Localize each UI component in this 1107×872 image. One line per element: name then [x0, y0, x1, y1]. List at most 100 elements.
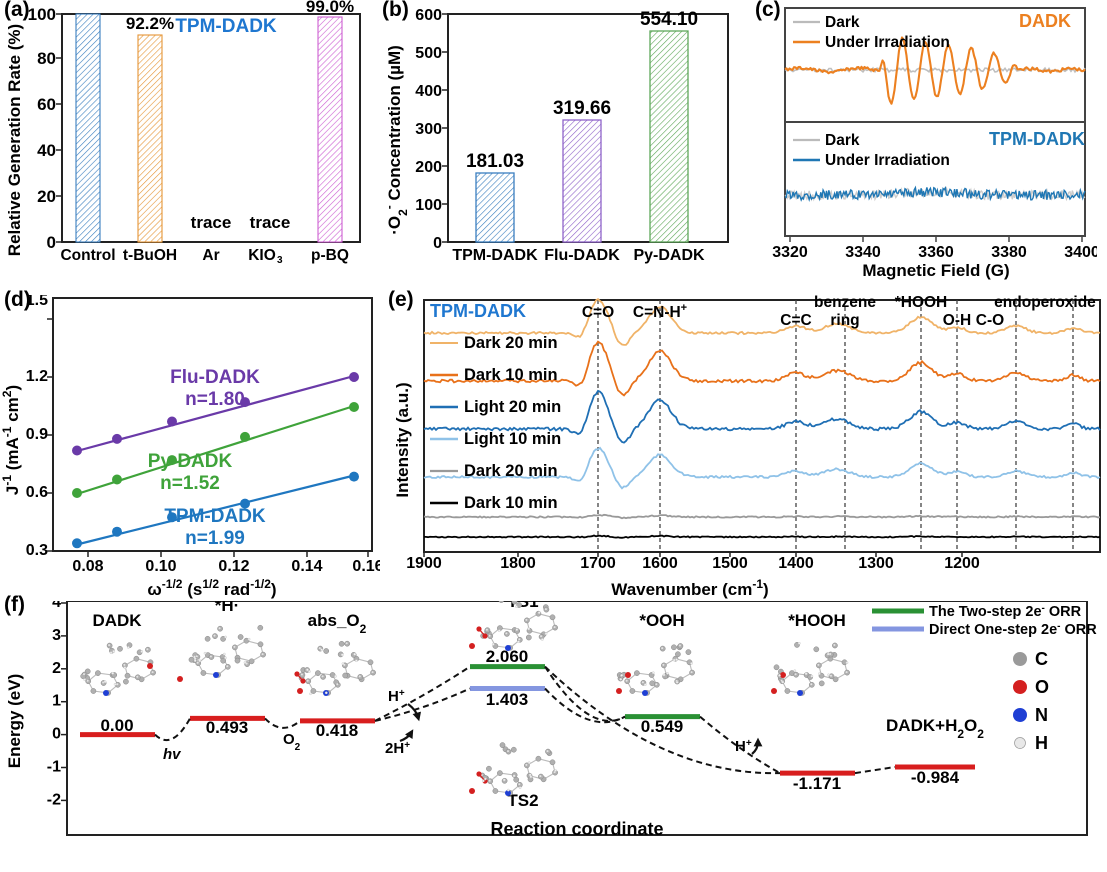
- svg-text:1200: 1200: [944, 555, 980, 572]
- svg-text:1.5: 1.5: [26, 295, 48, 309]
- svg-text:181.03: 181.03: [466, 151, 524, 172]
- svg-text:3400: 3400: [1064, 244, 1097, 261]
- svg-text:1.2: 1.2: [26, 368, 48, 385]
- svg-text:3340: 3340: [845, 244, 881, 261]
- svg-text:0: 0: [433, 235, 442, 252]
- svg-text:319.66: 319.66: [553, 98, 611, 119]
- svg-text:92.2%: 92.2%: [126, 14, 174, 33]
- svg-text:500: 500: [415, 45, 442, 62]
- svg-text:C=N-H+: C=N-H+: [633, 302, 687, 321]
- svg-text:1700: 1700: [580, 555, 616, 572]
- svg-text:Ar: Ar: [202, 247, 219, 264]
- svg-text:1600: 1600: [642, 555, 678, 572]
- svg-text:554.10: 554.10: [640, 9, 698, 30]
- svg-text:3: 3: [52, 627, 61, 644]
- svg-text:Control: Control: [60, 247, 115, 264]
- svg-text:trace: trace: [191, 213, 232, 232]
- svg-text:benzene: benzene: [814, 295, 876, 311]
- svg-text:O-H: O-H: [943, 312, 971, 329]
- svg-text:Under Irradiation: Under Irradiation: [825, 34, 950, 51]
- svg-text:Dark 10 min: Dark 10 min: [464, 366, 558, 384]
- svg-text:trace: trace: [250, 213, 291, 232]
- svg-text:Magnetic Field (G): Magnetic Field (G): [862, 261, 1009, 280]
- svg-text:-1.171: -1.171: [793, 774, 841, 793]
- svg-text:0: 0: [52, 726, 61, 743]
- svg-text:n=1.52: n=1.52: [160, 473, 220, 494]
- svg-text:*H·: *H·: [215, 601, 240, 615]
- svg-text:0: 0: [47, 233, 56, 252]
- svg-text:4: 4: [52, 601, 61, 611]
- svg-text:Py-DADK: Py-DADK: [148, 451, 233, 472]
- svg-text:-0.984: -0.984: [911, 768, 960, 787]
- svg-text:Direct One-step 2e- ORR: Direct One-step 2e- ORR: [929, 621, 1097, 639]
- svg-text:p-BQ: p-BQ: [311, 247, 349, 264]
- svg-text:Flu-DADK: Flu-DADK: [544, 247, 620, 264]
- svg-text:Relative Generation Rate (%): Relative Generation Rate (%): [5, 24, 24, 256]
- svg-text:3: 3: [277, 255, 283, 266]
- svg-text:abs_O2: abs_O2: [308, 611, 367, 636]
- svg-text:600: 600: [415, 7, 442, 24]
- svg-text:Under Irradiation: Under Irradiation: [825, 152, 950, 169]
- svg-text:t-BuOH: t-BuOH: [123, 247, 177, 264]
- svg-text:200: 200: [415, 159, 442, 176]
- svg-text:Flu-DADK: Flu-DADK: [170, 367, 260, 388]
- svg-text:0.14: 0.14: [291, 558, 322, 575]
- svg-text:-2: -2: [47, 791, 61, 808]
- svg-text:The Two-step 2e- ORR: The Two-step 2e- ORR: [929, 603, 1082, 621]
- svg-text:2H+: 2H+: [385, 740, 410, 758]
- svg-text:100: 100: [415, 197, 442, 214]
- svg-text:0.418: 0.418: [316, 721, 359, 740]
- svg-text:100: 100: [28, 5, 56, 24]
- svg-text:n=1.99: n=1.99: [185, 528, 245, 549]
- svg-text:0.12: 0.12: [218, 558, 249, 575]
- svg-text:C-O: C-O: [976, 312, 1004, 329]
- svg-text:0.493: 0.493: [206, 718, 249, 737]
- svg-text:0.6: 0.6: [26, 484, 48, 501]
- svg-text:Dark 20 min: Dark 20 min: [464, 462, 558, 480]
- svg-text:endoperoxide: endoperoxide: [994, 295, 1096, 311]
- svg-text:Energy (eV): Energy (eV): [5, 674, 24, 768]
- svg-text:300: 300: [415, 121, 442, 138]
- svg-text:O: O: [1035, 677, 1049, 697]
- svg-text:99.0%: 99.0%: [306, 0, 354, 16]
- svg-text:DADK: DADK: [1019, 11, 1071, 31]
- svg-text:TPM-DADK: TPM-DADK: [989, 129, 1085, 149]
- svg-text:0.10: 0.10: [145, 558, 176, 575]
- svg-text:0.3: 0.3: [26, 542, 48, 559]
- svg-text:40: 40: [37, 141, 56, 160]
- svg-text:Wavenumber (cm-1): Wavenumber (cm-1): [611, 577, 768, 599]
- svg-text:*HOOH: *HOOH: [895, 295, 948, 311]
- svg-text:Py-DADK: Py-DADK: [633, 247, 705, 264]
- svg-text:-1: -1: [47, 759, 61, 776]
- svg-text:ring: ring: [830, 312, 859, 329]
- svg-text:C: C: [1035, 649, 1048, 669]
- svg-text:ω-1/2 (s1/2 rad-1/2): ω-1/2 (s1/2 rad-1/2): [147, 577, 276, 599]
- svg-text:1500: 1500: [712, 555, 748, 572]
- svg-text:TPM-DADK: TPM-DADK: [175, 16, 277, 37]
- svg-text:60: 60: [37, 95, 56, 114]
- svg-text:Dark: Dark: [825, 14, 860, 31]
- svg-text:20: 20: [37, 187, 56, 206]
- svg-text:C=O: C=O: [582, 304, 614, 321]
- svg-text:Dark 20 min: Dark 20 min: [464, 334, 558, 352]
- svg-text:O2: O2: [283, 731, 301, 753]
- svg-text:DADK+H2O2: DADK+H2O2: [886, 716, 984, 741]
- svg-text:0.16: 0.16: [352, 558, 380, 575]
- svg-text:Reaction coordinate: Reaction coordinate: [490, 819, 663, 839]
- svg-text:TPM-DADK: TPM-DADK: [164, 506, 266, 527]
- svg-text:H+: H+: [735, 738, 752, 756]
- svg-text:DADK: DADK: [92, 611, 142, 630]
- svg-text:Dark 10 min: Dark 10 min: [464, 494, 558, 512]
- svg-text:1800: 1800: [500, 555, 536, 572]
- svg-text:hv: hv: [163, 746, 182, 763]
- svg-text:KIO: KIO: [248, 247, 276, 264]
- svg-text:Light 20 min: Light 20 min: [464, 398, 561, 416]
- svg-text:H+: H+: [388, 688, 405, 706]
- svg-text:J-1 (mA-1 cm2): J-1 (mA-1 cm2): [0, 385, 22, 495]
- svg-text:*OOH: *OOH: [639, 611, 684, 630]
- svg-text:0.549: 0.549: [641, 717, 684, 736]
- svg-text:1400: 1400: [778, 555, 814, 572]
- svg-text:1300: 1300: [858, 555, 894, 572]
- svg-text:2: 2: [52, 660, 61, 677]
- svg-text:Dark: Dark: [825, 132, 860, 149]
